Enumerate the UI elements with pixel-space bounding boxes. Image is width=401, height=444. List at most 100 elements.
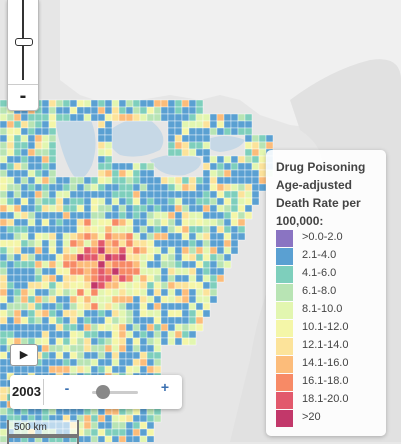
county-cell bbox=[62, 218, 71, 227]
county-cell bbox=[41, 274, 50, 283]
county-cell bbox=[48, 190, 57, 199]
county-cell bbox=[174, 288, 183, 297]
county-cell bbox=[97, 99, 106, 108]
county-cell bbox=[195, 183, 204, 192]
county-cell bbox=[48, 260, 57, 269]
county-cell bbox=[167, 302, 176, 311]
county-cell bbox=[41, 330, 50, 339]
county-cell bbox=[76, 323, 85, 332]
county-cell bbox=[195, 176, 204, 185]
county-cell bbox=[48, 218, 57, 227]
county-cell bbox=[20, 218, 29, 227]
county-cell bbox=[41, 302, 50, 311]
county-cell bbox=[132, 246, 141, 255]
county-cell bbox=[62, 344, 71, 353]
county-cell bbox=[6, 323, 15, 332]
divider bbox=[43, 379, 44, 405]
county-cell bbox=[125, 414, 134, 423]
county-cell bbox=[153, 225, 162, 234]
county-cell bbox=[153, 176, 162, 185]
county-cell bbox=[104, 281, 113, 290]
county-cell bbox=[209, 218, 218, 227]
county-cell bbox=[41, 365, 50, 374]
county-cell bbox=[188, 113, 197, 122]
county-cell bbox=[13, 316, 22, 325]
county-cell bbox=[27, 253, 36, 262]
zoom-handle[interactable] bbox=[15, 38, 33, 46]
county-cell bbox=[188, 106, 197, 115]
county-cell bbox=[160, 253, 169, 262]
county-cell bbox=[111, 106, 120, 115]
county-cell bbox=[76, 407, 85, 416]
county-cell bbox=[55, 260, 64, 269]
county-cell bbox=[237, 155, 246, 164]
county-cell bbox=[139, 190, 148, 199]
county-cell bbox=[188, 232, 197, 241]
county-cell bbox=[188, 309, 197, 318]
county-cell bbox=[167, 127, 176, 136]
scale-label: 500 km bbox=[14, 422, 47, 433]
county-cell bbox=[181, 106, 190, 115]
county-cell bbox=[202, 197, 211, 206]
county-cell bbox=[34, 190, 43, 199]
legend-swatch bbox=[276, 374, 293, 391]
county-cell bbox=[118, 253, 127, 262]
county-cell bbox=[125, 260, 134, 269]
county-cell bbox=[13, 407, 22, 416]
county-cell bbox=[6, 260, 15, 269]
year-increment-button[interactable]: + bbox=[160, 379, 170, 395]
county-cell bbox=[104, 106, 113, 115]
county-cell bbox=[202, 148, 211, 157]
year-slider-track[interactable] bbox=[92, 391, 138, 394]
county-cell bbox=[69, 239, 78, 248]
county-cell bbox=[97, 141, 106, 150]
county-cell bbox=[153, 281, 162, 290]
county-cell bbox=[125, 330, 134, 339]
county-cell bbox=[13, 211, 22, 220]
county-cell bbox=[216, 113, 225, 122]
year-decrement-button[interactable]: - bbox=[64, 380, 70, 396]
county-cell bbox=[132, 211, 141, 220]
county-cell bbox=[20, 162, 29, 171]
county-cell bbox=[195, 309, 204, 318]
county-cell bbox=[111, 428, 120, 437]
county-cell bbox=[167, 295, 176, 304]
county-cell bbox=[104, 407, 113, 416]
county-cell bbox=[216, 155, 225, 164]
county-cell bbox=[209, 162, 218, 171]
play-button[interactable]: ▶ bbox=[10, 344, 38, 366]
county-cell bbox=[223, 253, 232, 262]
county-cell bbox=[62, 106, 71, 115]
county-cell bbox=[41, 218, 50, 227]
county-cell bbox=[104, 239, 113, 248]
county-cell bbox=[104, 358, 113, 367]
county-cell bbox=[202, 295, 211, 304]
county-cell bbox=[97, 239, 106, 248]
county-cell bbox=[0, 218, 8, 227]
county-cell bbox=[6, 204, 15, 213]
county-cell bbox=[55, 337, 64, 346]
zoom-out-button[interactable]: - bbox=[8, 84, 38, 109]
county-cell bbox=[132, 106, 141, 115]
county-cell bbox=[125, 428, 134, 437]
county-cell bbox=[153, 358, 162, 367]
timeline-control: 2003 - + bbox=[10, 375, 182, 409]
year-slider-handle[interactable] bbox=[96, 385, 110, 399]
county-cell bbox=[97, 323, 106, 332]
zoom-control[interactable]: - bbox=[7, 0, 39, 111]
county-cell bbox=[216, 190, 225, 199]
county-cell bbox=[41, 204, 50, 213]
county-cell bbox=[6, 302, 15, 311]
county-cell bbox=[0, 190, 8, 199]
county-cell bbox=[209, 190, 218, 199]
county-cell bbox=[6, 197, 15, 206]
county-cell bbox=[76, 330, 85, 339]
county-cell bbox=[90, 246, 99, 255]
county-cell bbox=[223, 113, 232, 122]
county-cell bbox=[167, 239, 176, 248]
county-cell bbox=[132, 428, 141, 437]
county-cell bbox=[118, 344, 127, 353]
county-cell bbox=[34, 267, 43, 276]
county-cell bbox=[13, 267, 22, 276]
county-cell bbox=[104, 155, 113, 164]
